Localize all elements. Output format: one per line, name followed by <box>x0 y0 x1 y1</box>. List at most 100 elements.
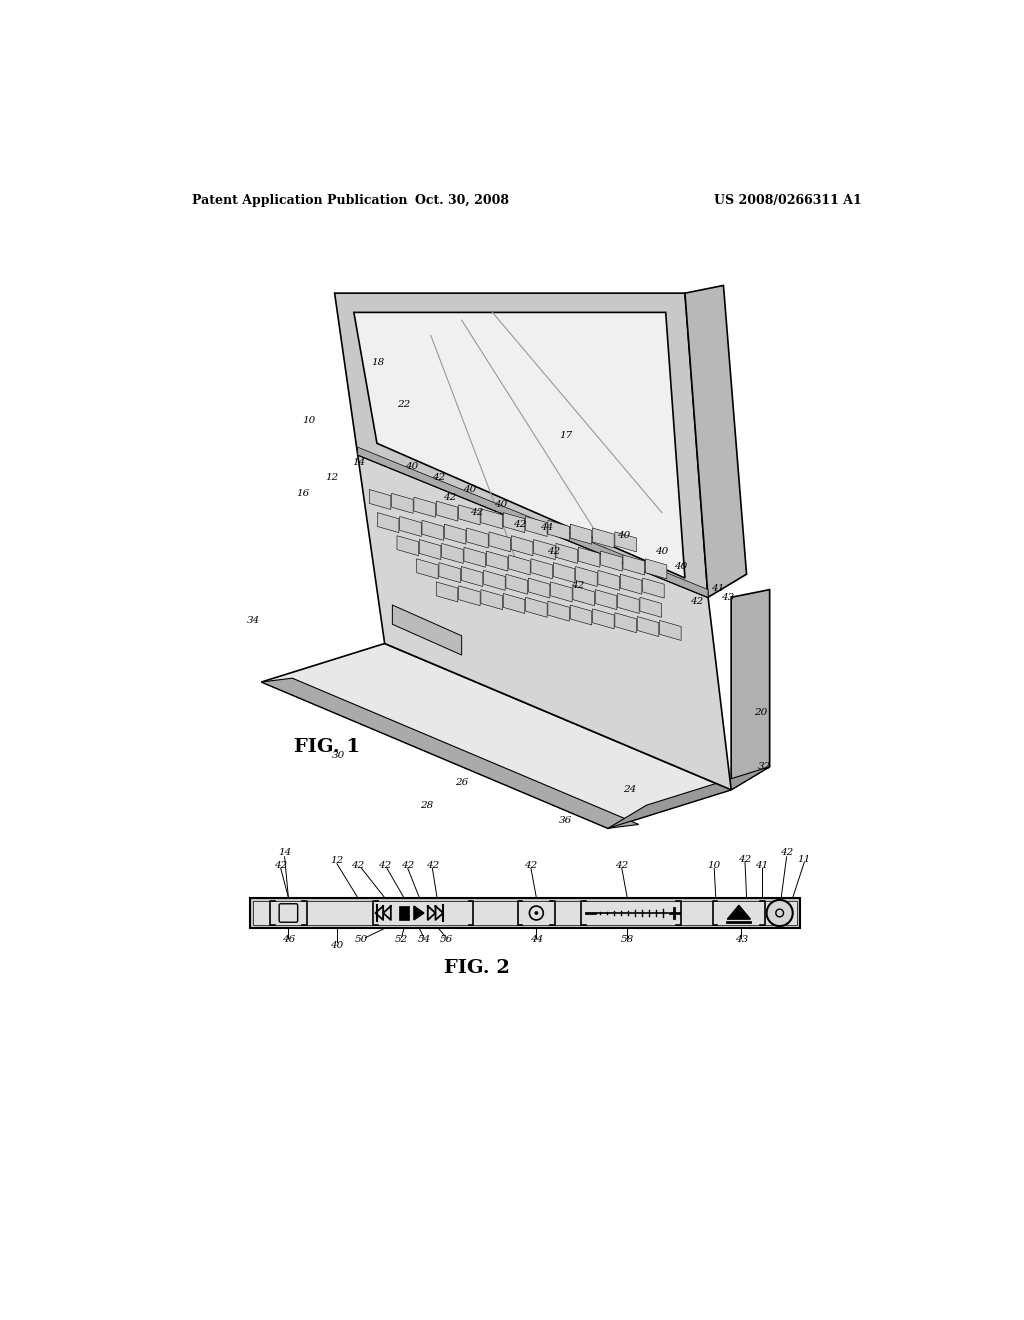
Polygon shape <box>548 601 569 622</box>
Text: 16: 16 <box>297 488 310 498</box>
Text: 10: 10 <box>708 861 721 870</box>
Polygon shape <box>261 644 731 829</box>
Polygon shape <box>357 447 708 598</box>
Text: FIG. 2: FIG. 2 <box>444 960 510 977</box>
Text: 30: 30 <box>332 751 345 759</box>
Text: 40: 40 <box>331 941 343 950</box>
Polygon shape <box>548 520 569 540</box>
Text: 40: 40 <box>463 484 476 494</box>
Polygon shape <box>556 544 578 564</box>
Polygon shape <box>436 582 458 602</box>
Text: 40: 40 <box>494 500 507 510</box>
Text: 42: 42 <box>378 861 391 870</box>
Polygon shape <box>486 552 508 572</box>
Text: 10: 10 <box>302 416 315 425</box>
Polygon shape <box>570 605 592 626</box>
Polygon shape <box>525 516 547 536</box>
Text: 12: 12 <box>331 857 343 865</box>
Polygon shape <box>392 605 462 655</box>
Polygon shape <box>570 524 592 544</box>
Text: 42: 42 <box>443 492 457 502</box>
Polygon shape <box>483 570 505 590</box>
Polygon shape <box>595 590 616 610</box>
Circle shape <box>767 900 793 927</box>
Polygon shape <box>593 528 614 548</box>
Polygon shape <box>623 554 644 576</box>
Polygon shape <box>354 313 685 578</box>
Text: 28: 28 <box>421 801 433 809</box>
Polygon shape <box>509 554 530 576</box>
Polygon shape <box>614 532 637 552</box>
Bar <box>398 906 410 920</box>
Text: 43: 43 <box>734 936 748 944</box>
Text: 18: 18 <box>372 358 385 367</box>
Polygon shape <box>397 536 419 556</box>
Text: 40: 40 <box>404 462 418 471</box>
Text: 54: 54 <box>418 936 430 944</box>
Circle shape <box>535 911 539 915</box>
Polygon shape <box>531 558 553 579</box>
Polygon shape <box>419 540 441 560</box>
Text: 40: 40 <box>616 531 630 540</box>
Text: 42: 42 <box>513 520 526 528</box>
Polygon shape <box>417 558 438 579</box>
Polygon shape <box>727 906 751 919</box>
Text: 24: 24 <box>624 785 637 795</box>
Polygon shape <box>617 594 639 614</box>
Text: 22: 22 <box>397 400 411 409</box>
Polygon shape <box>575 566 597 586</box>
Polygon shape <box>528 578 550 598</box>
Polygon shape <box>335 293 708 598</box>
Polygon shape <box>579 548 600 568</box>
Polygon shape <box>261 678 639 829</box>
Polygon shape <box>414 498 435 517</box>
Text: 52: 52 <box>395 936 409 944</box>
Polygon shape <box>422 520 443 540</box>
Polygon shape <box>481 508 503 529</box>
Text: 34: 34 <box>247 616 260 624</box>
Text: 42: 42 <box>401 861 415 870</box>
Polygon shape <box>414 906 424 920</box>
Polygon shape <box>640 598 662 618</box>
Polygon shape <box>593 609 614 628</box>
Polygon shape <box>551 582 572 602</box>
Text: 42: 42 <box>615 861 629 870</box>
Text: 12: 12 <box>326 474 339 482</box>
Text: 41: 41 <box>712 583 725 593</box>
Text: 32: 32 <box>758 762 771 771</box>
Text: 20: 20 <box>755 709 768 717</box>
Text: 41: 41 <box>756 861 769 870</box>
Text: 44: 44 <box>529 936 543 944</box>
Text: 42: 42 <box>690 597 703 606</box>
Text: 42: 42 <box>524 861 538 870</box>
Text: 56: 56 <box>439 936 453 944</box>
Polygon shape <box>370 490 391 510</box>
Text: 58: 58 <box>621 936 634 944</box>
Text: 42: 42 <box>548 546 561 556</box>
Text: 44: 44 <box>540 524 553 532</box>
Polygon shape <box>525 598 547 618</box>
Text: FIG. 1: FIG. 1 <box>294 738 360 756</box>
Text: 26: 26 <box>455 777 468 787</box>
Polygon shape <box>659 620 681 640</box>
Polygon shape <box>459 586 480 606</box>
Text: 42: 42 <box>274 861 288 870</box>
Text: 42: 42 <box>470 508 483 517</box>
Text: 42: 42 <box>432 474 445 482</box>
Text: 14: 14 <box>278 849 291 858</box>
Bar <box>253 900 798 925</box>
Polygon shape <box>685 285 746 598</box>
Polygon shape <box>489 532 511 552</box>
Polygon shape <box>357 455 731 789</box>
Text: 42: 42 <box>351 861 365 870</box>
Polygon shape <box>436 502 458 521</box>
Polygon shape <box>399 516 421 536</box>
Polygon shape <box>467 528 488 548</box>
Polygon shape <box>503 594 524 614</box>
Polygon shape <box>601 552 623 572</box>
Polygon shape <box>608 767 770 829</box>
Polygon shape <box>553 562 574 582</box>
Polygon shape <box>506 574 527 594</box>
Text: 17: 17 <box>559 432 572 440</box>
Text: 14: 14 <box>352 458 366 467</box>
